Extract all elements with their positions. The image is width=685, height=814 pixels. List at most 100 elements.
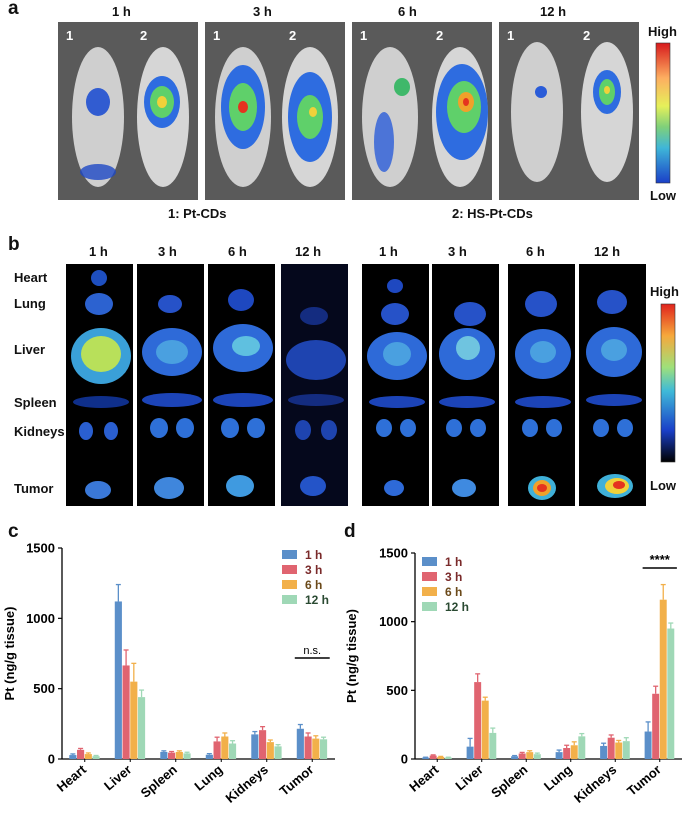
mouse-image-6h: 1 2: [352, 22, 492, 200]
panel-letter-a: a: [8, 0, 19, 19]
bar-c-lung-1h: [205, 754, 213, 759]
bar-d-kidneys-12h: [622, 741, 630, 759]
y-tick-label-d-500: 500: [386, 683, 408, 698]
x-tick-label-d-kidneys: Kidneys: [571, 762, 619, 806]
panel-letter-d: d: [344, 521, 356, 542]
colorbar-a-high: High: [648, 24, 677, 39]
organs-image-7: [508, 264, 575, 506]
legend-label-c-6h: 6 h: [305, 578, 322, 592]
bar-d-lung-6h: [570, 745, 578, 759]
legend-label-d-6h: 6 h: [445, 585, 462, 599]
bar-c-tumor-1h: [296, 728, 304, 759]
legend-swatch-c-12h: [282, 595, 297, 604]
bar-c-heart-12h: [92, 756, 100, 759]
bar-d-heart-12h: [444, 757, 452, 759]
bar-c-lung-6h: [221, 736, 229, 759]
y-tick-label-d-0: 0: [401, 752, 408, 767]
bar-c-heart-3h: [77, 749, 85, 759]
bar-c-kidneys-1h: [251, 734, 259, 759]
bar-d-liver-6h: [481, 700, 489, 759]
time-label-b-5: 1 h: [379, 244, 398, 259]
colorbar-b: [660, 303, 676, 463]
bar-c-lung-12h: [228, 743, 237, 759]
time-label-a-6h: 6 h: [398, 4, 417, 19]
bar-c-liver-3h: [122, 665, 130, 759]
mouse-heatmap-3h: 1 2: [205, 22, 345, 200]
organ-label-tumor: Tumor: [14, 481, 54, 496]
bar-d-tumor-3h: [652, 693, 660, 759]
bar-c-heart-6h: [84, 754, 92, 759]
time-label-b-7: 6 h: [526, 244, 545, 259]
organs-image-1: [66, 264, 133, 506]
bar-c-liver-12h: [137, 697, 146, 759]
x-tick-label-c-heart: Heart: [54, 761, 90, 794]
bar-c-spleen-6h: [175, 751, 183, 759]
organ-label-spleen: Spleen: [14, 395, 57, 410]
y-axis-label-d: Pt (ng/g tissue): [344, 609, 359, 703]
legend-label-c-3h: 3 h: [305, 563, 322, 577]
x-tick-label-d-spleen: Spleen: [488, 762, 530, 801]
bar-chart-c: 0 500 1000 1500 Pt (ng/g tissue) Heart Liver Sp…: [2, 541, 335, 806]
mouse-image-1h: 1 2: [58, 22, 198, 200]
colorbar-a: [655, 42, 671, 184]
time-label-a-3h: 3 h: [253, 4, 272, 19]
time-label-b-8: 12 h: [594, 244, 621, 259]
legend-label-c-1h: 1 h: [305, 548, 322, 562]
x-tick-label-d-tumor: Tumor: [624, 762, 664, 799]
y-tick-label-d-1500: 1500: [379, 546, 408, 561]
bar-c-tumor-6h: [312, 738, 320, 759]
bar-c-heart-1h: [69, 755, 77, 759]
mouse-image-3h: 1 2: [205, 22, 345, 200]
mouse-id-2: 2: [140, 28, 147, 43]
y-tick-label-c-0: 0: [48, 752, 55, 767]
legend-swatch-c-1h: [282, 550, 297, 559]
organs-image-6: [432, 264, 499, 506]
y-tick-label-d-1000: 1000: [379, 614, 408, 629]
bar-c-tumor-12h: [319, 739, 328, 759]
bar-d-tumor-1h: [644, 731, 652, 759]
organs-image-4: [281, 264, 348, 506]
x-tick-label-d-liver: Liver: [452, 762, 485, 793]
organ-label-lung: Lung: [14, 296, 46, 311]
y-tick-label-c-1500: 1500: [26, 541, 55, 556]
y-axis-label-c: Pt (ng/g tissue): [2, 607, 17, 701]
mouse-id-1: 1: [213, 28, 220, 43]
significance-label-c: n.s.: [303, 645, 321, 657]
legend-swatch-c-6h: [282, 580, 297, 589]
bar-d-kidneys-1h: [600, 745, 608, 759]
time-label-b-3: 6 h: [228, 244, 247, 259]
mouse-heatmap-12h: 1 2: [499, 22, 639, 200]
organs-image-2: [137, 264, 204, 506]
bar-c-kidneys-12h: [274, 746, 282, 759]
bar-d-tumor-12h: [667, 628, 675, 759]
mouse-id-2: 2: [436, 28, 443, 43]
organs-image-8: [579, 264, 646, 506]
legend-label-d-3h: 3 h: [445, 570, 462, 584]
bar-d-spleen-6h: [526, 752, 534, 759]
colorbar-a-low: Low: [650, 188, 676, 203]
legend-swatch-d-12h: [422, 602, 437, 611]
x-tick-label-c-spleen: Spleen: [138, 762, 180, 801]
organs-fluorescence-8: [586, 290, 642, 498]
mouse-id-2: 2: [583, 28, 590, 43]
mouse-heatmap-1h: 1 2: [58, 22, 198, 200]
legend-swatch-d-3h: [422, 572, 437, 581]
organs-fluorescence-4: [281, 264, 348, 506]
bar-c-spleen-3h: [168, 752, 176, 759]
bar-d-lung-1h: [555, 752, 563, 759]
organs-fluorescence-6: [439, 302, 495, 497]
bar-c-liver-1h: [114, 601, 122, 759]
bar-d-kidneys-6h: [615, 742, 623, 759]
time-label-a-1h: 1 h: [112, 4, 131, 19]
bar-d-kidneys-3h: [607, 737, 615, 759]
x-tick-label-c-liver: Liver: [101, 762, 134, 793]
y-tick-label-c-1000: 1000: [26, 611, 55, 626]
colorbar-b-low: Low: [650, 478, 676, 493]
time-label-b-1: 1 h: [89, 244, 108, 259]
bar-d-lung-3h: [563, 748, 571, 759]
bar-d-lung-12h: [578, 736, 586, 759]
bar-chart-d: 0 500 1000 1500 Pt (ng/g tissue) Heart Liver Sp…: [344, 546, 682, 806]
mouse-id-1: 1: [360, 28, 367, 43]
x-tick-label-d-heart: Heart: [406, 761, 442, 794]
organs-fluorescence-2: [142, 295, 202, 499]
